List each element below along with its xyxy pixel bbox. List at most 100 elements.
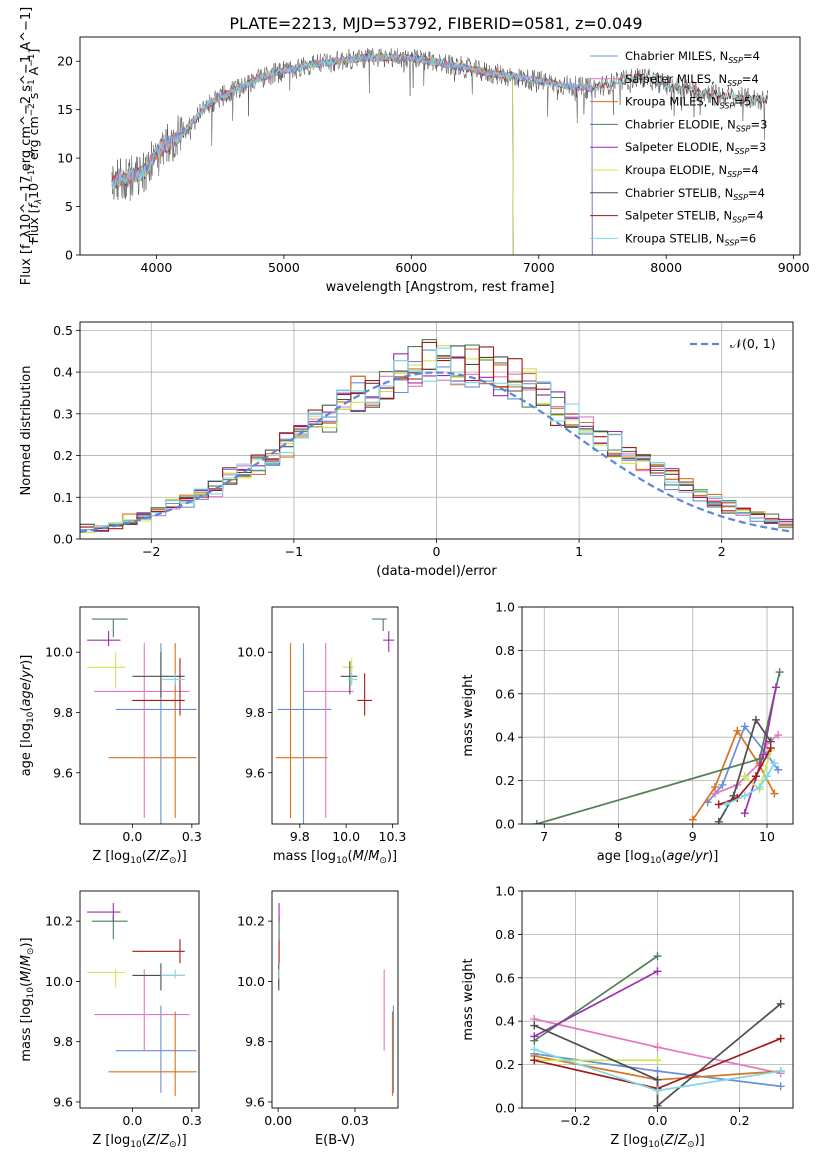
- age-weights-marker-kroupa-miles: [733, 726, 742, 735]
- z-vs-age-point-kroupa-elodie: [87, 652, 126, 689]
- z-vs-age-point-chabrier-stelib: [132, 652, 185, 698]
- age-weights-xlabel-sub: 10: [650, 856, 662, 866]
- residuals-hist-kroupa-stelib: [80, 347, 793, 531]
- z-weights-lines: [530, 952, 785, 1108]
- residuals-xtick-label: −1: [285, 544, 303, 559]
- z-vs-mass-xlabel-var: Z: [146, 1133, 157, 1148]
- spectrum-series-kroupa-elodie: [111, 52, 514, 255]
- z-vs-age-ylabel-close: )]: [19, 655, 34, 665]
- spectrum-xtick-label: 5000: [268, 260, 300, 275]
- spectrum-legend-sub: SSP: [732, 216, 747, 225]
- z-vs-age-ylabel-paren: (: [19, 707, 34, 712]
- age-weights-xlabel-text: age [log: [597, 849, 650, 864]
- spectrum-legend-item-kroupa-stelib: Kroupa STELIB, NSSP=6: [625, 231, 756, 247]
- spectrum-legend-label: Salpeter ELODIE, N: [625, 140, 735, 154]
- spectrum-series-salpeter-elodie: [111, 52, 514, 255]
- age-weights-xlabel-close: )]: [708, 849, 718, 864]
- z-vs-age-point-chabrier-elodie: [91, 618, 128, 638]
- mass-vs-age-xtick-label: 9.8: [290, 829, 310, 844]
- mass-vs-age-ytick-label: 10.0: [237, 645, 265, 660]
- mass-vs-age-points: [275, 618, 395, 824]
- ebv-vs-mass-ytick-label: 10.0: [237, 974, 265, 989]
- spectrum-ylabel-part: −1: [27, 53, 37, 66]
- ebv-vs-mass-xtick-label: 0.03: [341, 1113, 369, 1128]
- z-vs-mass-ylabel-var: M: [19, 971, 34, 982]
- z-vs-age-ylabel: age [log10(age/yr)]: [19, 655, 36, 777]
- age-weights-marker-chabrier-miles: [740, 722, 749, 731]
- age-weights-xlabel-var2: yr: [694, 849, 710, 864]
- z-weights-marker-salpeter-elodie: [653, 967, 662, 976]
- spectrum-ylabel-part: s: [26, 93, 41, 104]
- spectrum-series-chabrier-elodie: [111, 53, 514, 255]
- age-weights-marker-kroupa-stelib: [722, 800, 731, 809]
- age-weights-marker-salpeter-miles: [774, 731, 783, 740]
- mass-vs-age-point-kroupa-miles: [275, 643, 328, 818]
- age-weights-series-chabrier-stelib: [718, 717, 772, 823]
- spectrum-legend-item-chabrier-miles: Chabrier MILES, NSSP=4: [625, 49, 760, 65]
- age-weights-marker-kroupa-stelib: [740, 791, 749, 800]
- z-vs-age-xlabel: Z [log10(Z/Z⊙)]: [92, 849, 186, 866]
- z-weights-ytick-label: 0.4: [495, 1014, 515, 1029]
- age-weights-marker-salpeter-elodie: [771, 683, 780, 692]
- age-weights-marker-kroupa-stelib: [755, 783, 764, 792]
- spectrum-frame: [79, 36, 801, 256]
- z-vs-mass-xlabel-paren: (: [142, 1133, 147, 1148]
- spectrum-legend-label: Chabrier STELIB, N: [625, 186, 733, 200]
- z-weights-xtick-label: 0.2: [730, 1113, 750, 1128]
- z-vs-age-xtick-label: 0.0: [122, 829, 142, 844]
- plots: 4000 5000 6000 7000 8000 900005101520waveleng…: [19, 7, 810, 1150]
- spectrum-legend-item-chabrier-stelib: Chabrier STELIB, NSSP=4: [625, 186, 765, 202]
- z-vs-age-point-salpeter-elodie: [87, 631, 121, 647]
- z-weights-marker-chabrier-elodie: [653, 952, 662, 961]
- ebv-vs-mass-ytick-label: 9.8: [245, 1034, 265, 1049]
- z-vs-mass-xlabel-text: Z [log: [92, 1133, 130, 1148]
- age-weights-marker-chabrier-miles: [718, 780, 727, 789]
- age-weights-frame: [521, 606, 794, 825]
- age-weights-ytick-label: 0.8: [495, 643, 515, 658]
- age-weights-series-chabrier-elodie: [536, 671, 781, 824]
- residuals-ytick-label: 0.4: [53, 365, 73, 380]
- z-vs-mass-ylabel: mass [log10(M/M⊙)]: [19, 937, 36, 1061]
- z-vs-age-ytick-label: 10.0: [45, 645, 73, 660]
- z-vs-age-ylabel-text: age [log: [19, 723, 34, 776]
- spectrum-legend-label: Chabrier ELODIE, N: [625, 117, 736, 131]
- age-weights-marker-salpeter-elodie: [740, 809, 749, 818]
- spectrum-series-kroupa-stelib: [111, 52, 768, 190]
- z-weights-marker-chabrier-stelib: [653, 1075, 662, 1084]
- z-vs-mass-ylabel-text: mass [log: [19, 998, 34, 1061]
- mass-vs-age-point-chabrier-miles: [277, 643, 332, 824]
- spectrum-ylabel-part: A: [26, 66, 41, 79]
- age-weights-marker-salpeter-stelib: [766, 744, 775, 753]
- spectrum-series-salpeter-miles: [111, 53, 593, 255]
- age-weights-marker-chabrier-elodie: [775, 668, 784, 677]
- z-weights-marker-kroupa-elodie: [653, 1056, 662, 1065]
- z-weights-series-salpeter-elodie: [533, 970, 658, 1038]
- z-vs-age-point-kroupa-miles: [108, 643, 197, 818]
- residuals-legend-label: 𝒩(0, 1): [730, 336, 776, 351]
- age-weights-ylabel: mass weight: [461, 674, 476, 756]
- spectrum-ytick-label: 20: [57, 54, 73, 69]
- mass-vs-age-point-salpeter-stelib: [357, 673, 373, 716]
- z-vs-age-ytick-label: 9.6: [53, 765, 73, 780]
- z-vs-mass-point-chabrier-elodie: [91, 915, 128, 940]
- z-vs-mass-xlabel-sun: ⊙: [169, 1140, 177, 1150]
- z-weights-marker-chabrier-stelib: [776, 999, 785, 1008]
- mass-vs-age-frame: [271, 606, 399, 825]
- z-vs-mass-xlabel-close: )]: [177, 1133, 187, 1148]
- spectrum-legend-sub: SSP: [728, 56, 743, 65]
- z-vs-age-ylabel-slash: /: [19, 677, 34, 682]
- z-vs-mass-point-salpeter-elodie: [87, 903, 121, 922]
- z-vs-mass-xtick-label: 0.0: [122, 1113, 142, 1128]
- z-weights-xtick-label: −0.2: [560, 1113, 590, 1128]
- spectrum-legend-item-kroupa-elodie: Kroupa ELODIE, NSSP=4: [625, 163, 759, 179]
- z-vs-mass-ylabel-sun: ⊙: [26, 948, 36, 956]
- mass-vs-age-ytick-label: 9.8: [245, 705, 265, 720]
- z-weights-ytick-label: 0.6: [495, 970, 515, 985]
- z-weights-marker-kroupa-stelib: [776, 1067, 785, 1076]
- age-weights-ytick-label: 1.0: [495, 600, 515, 615]
- z-weights-ylabel: mass weight: [461, 958, 476, 1040]
- ebv-vs-mass-ytick-label: 9.6: [245, 1094, 265, 1109]
- z-weights-marker-kroupa-stelib: [530, 1045, 539, 1054]
- mass-vs-age-xtick-label: 10.0: [332, 829, 360, 844]
- z-vs-mass-ylabel-slash: /: [19, 966, 34, 971]
